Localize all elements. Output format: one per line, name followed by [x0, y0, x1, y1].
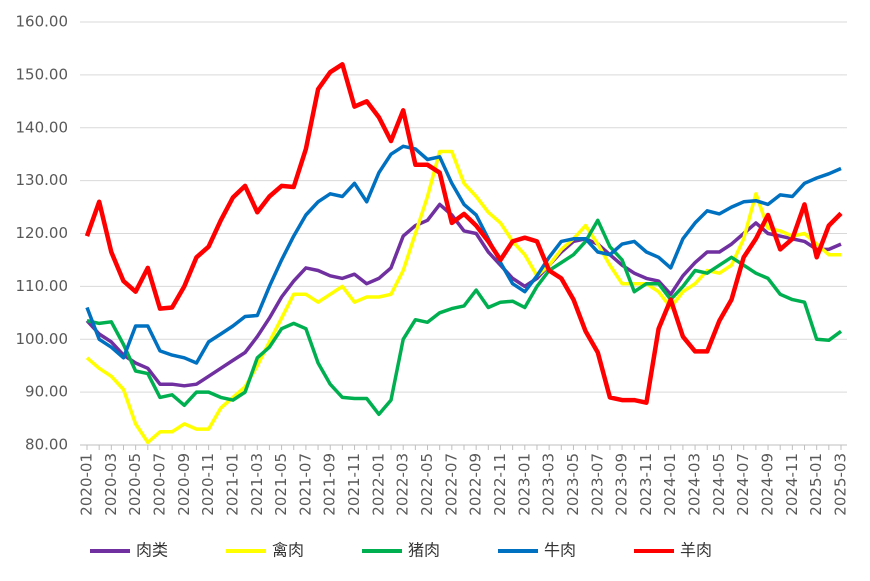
series-line: [85, 202, 842, 388]
series-line: [85, 149, 841, 445]
x-tick-label: 2021-03: [248, 453, 266, 516]
y-tick-label: 120.00: [16, 224, 69, 242]
x-tick-label: 2023-03: [540, 453, 558, 516]
x-tick-label: 2025-01: [807, 453, 825, 516]
series-line: [85, 144, 842, 365]
x-tick-label: 2022-01: [369, 453, 387, 516]
x-tick-label: 2023-11: [637, 453, 655, 516]
x-tick-label: 2023-09: [613, 453, 631, 516]
x-tick-label: 2020-11: [199, 453, 217, 516]
series-line: [86, 218, 843, 417]
x-tick-label: 2020-09: [175, 453, 193, 516]
x-tick-label: 2024-05: [710, 453, 728, 516]
x-tick-label: 2024-07: [734, 453, 752, 516]
x-tick-label: 2020-05: [126, 453, 144, 516]
x-tick-label: 2020-03: [102, 453, 120, 516]
x-tick-label: 2022-11: [491, 453, 509, 516]
y-tick-label: 130.00: [16, 171, 69, 189]
legend-label: 羊肉: [680, 541, 712, 560]
x-tick-label: 2020-07: [150, 453, 168, 516]
x-tick-label: 2024-09: [759, 453, 777, 516]
y-tick-label: 90.00: [25, 383, 68, 401]
y-tick-label: 140.00: [16, 118, 69, 136]
y-tick-label: 100.00: [16, 330, 69, 348]
y-tick-label: 150.00: [16, 65, 69, 83]
x-tick-label: 2025-03: [832, 453, 850, 516]
series-line: [84, 62, 843, 405]
x-tick-label: 2021-01: [223, 453, 241, 516]
y-tick-label: 80.00: [25, 436, 68, 454]
x-tick-label: 2023-01: [515, 453, 533, 516]
y-tick-label: 160.00: [16, 13, 69, 31]
x-tick-label: 2022-09: [467, 453, 485, 516]
legend-label: 猪肉: [408, 541, 440, 560]
x-tick-label: 2023-07: [588, 453, 606, 516]
x-tick-label: 2021-09: [321, 453, 339, 516]
x-tick-label: 2024-01: [661, 453, 679, 516]
x-tick-label: 2024-11: [783, 453, 801, 516]
x-tick-label: 2021-05: [272, 453, 290, 516]
legend-label: 牛肉: [544, 541, 576, 560]
y-tick-label: 110.00: [16, 277, 69, 295]
x-tick-label: 2020-01: [78, 453, 96, 516]
x-tick-label: 2022-05: [418, 453, 436, 516]
x-tick-label: 2022-07: [442, 453, 460, 516]
legend-label: 禽肉: [272, 541, 304, 560]
x-tick-label: 2023-05: [564, 453, 582, 516]
x-tick-label: 2024-03: [686, 453, 704, 516]
x-tick-label: 2021-11: [345, 453, 363, 516]
legend-label: 肉类: [136, 541, 168, 560]
x-tick-label: 2021-07: [296, 453, 314, 516]
x-tick-label: 2022-03: [394, 453, 412, 516]
